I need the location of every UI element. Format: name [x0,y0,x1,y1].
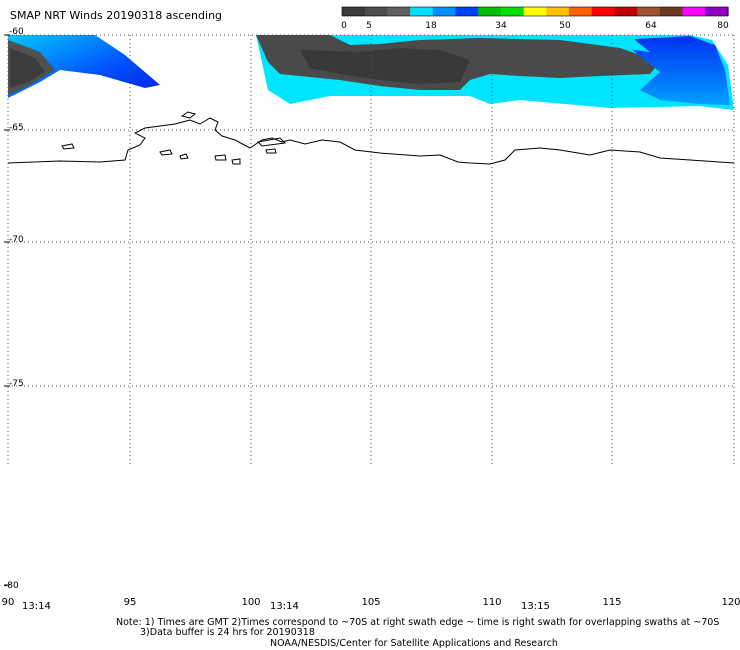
lon-label-110: 110 [482,597,502,608]
colorbar-swatch [659,7,684,16]
map-title: SMAP NRT Winds 20190318 ascending [10,9,223,22]
colorbar-swatch [500,7,525,16]
colorbar-swatch [342,7,366,16]
colorbar-frame [341,6,729,17]
colorbar-swatch [364,7,389,16]
colorbar-label-80: 80 [717,21,729,31]
colorbar-label-0: 0 [341,21,347,31]
colorbar-swatch [546,7,570,16]
colorbar-swatch [591,7,616,16]
lon-label-95: 95 [123,597,137,608]
lon-label-90: 90 [1,597,15,608]
lat-label-65: -65 [9,123,24,133]
colorbar-swatch [455,7,479,16]
lat-ticks [4,34,10,586]
colorbar-label-18: 18 [425,21,437,31]
colorbar [341,6,729,17]
lat-label-70: -70 [9,235,24,245]
colorbar-swatch [569,7,593,16]
colorbar-label-5: 5 [366,21,372,31]
colorbar-swatch [523,7,547,16]
swath-time-3: 13:15 [521,601,550,612]
colorbar-swatch [432,7,457,16]
lat-label-75: -75 [9,379,24,389]
colorbar-swatch [387,7,411,16]
lon-label-120: 120 [721,597,740,608]
colorbar-swatch [682,7,706,16]
colorbar-label-64: 64 [645,21,657,31]
credit-line: NOAA/NESDIS/Center for Satellite Applica… [270,638,558,649]
note-line-1: Note: 1) Times are GMT 2)Times correspon… [116,617,720,628]
colorbar-label-50: 50 [559,21,571,31]
colorbar-swatch [614,7,638,16]
wind-swath-right [256,35,734,110]
lon-label-100: 100 [241,597,261,608]
lon-label-105: 105 [361,597,381,608]
swath-time-1: 13:14 [22,601,51,612]
colorbar-swatch [637,7,661,16]
colorbar-label-34: 34 [495,21,507,31]
graticule [7,34,735,465]
lat-label-60: -60 [9,27,24,37]
colorbar-swatch [478,7,502,16]
wind-swath-left [8,35,160,98]
antarctic-coastline [7,111,735,165]
swath-time-2: 13:14 [270,601,299,612]
lat-label-80: -80 [4,581,19,591]
lon-label-115: 115 [602,597,622,608]
colorbar-swatch [410,7,434,16]
colorbar-swatch [705,7,729,16]
note-line-2: 3)Data buffer is 24 hrs for 20190318 [140,627,315,638]
